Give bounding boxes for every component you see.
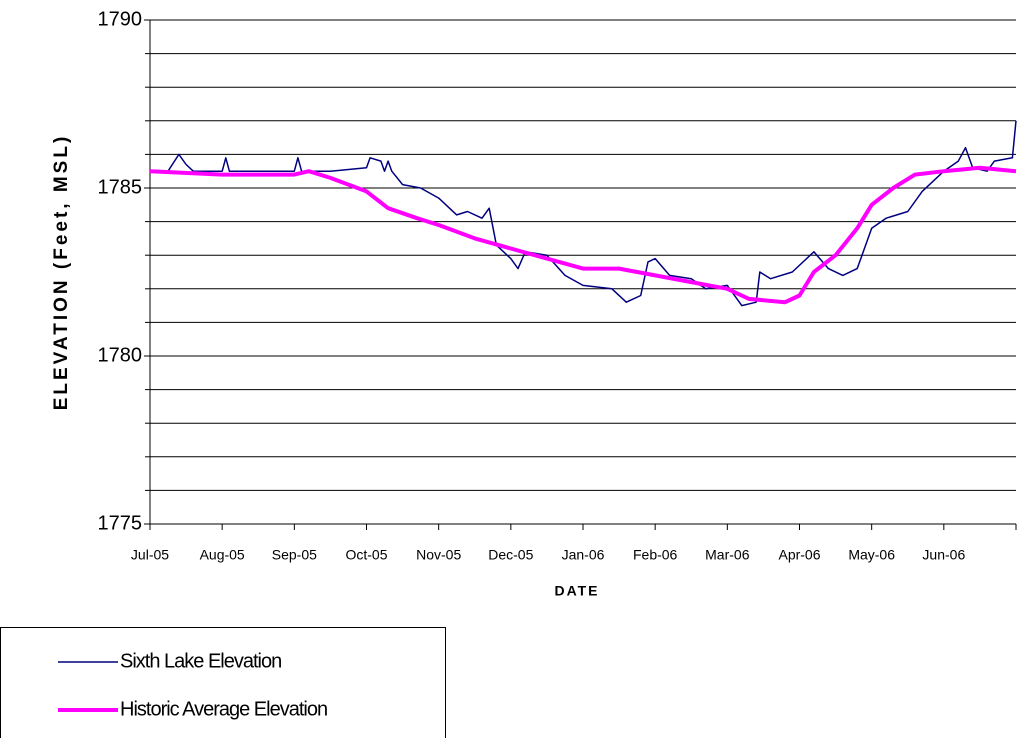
y-tick-label: 1780: [98, 344, 143, 366]
x-axis-title: DATE: [554, 583, 599, 599]
x-tick-label: May-06: [848, 547, 895, 563]
x-tick-label: Sep-05: [272, 547, 317, 563]
x-tick-label: Dec-05: [488, 547, 533, 563]
x-tick-label: Mar-06: [705, 547, 750, 563]
x-tick-label: Aug-05: [200, 547, 245, 563]
series-line: [149, 165, 1017, 305]
y-tick-label: 1785: [98, 176, 143, 198]
x-tick-label: Feb-06: [633, 547, 678, 563]
x-tick-label: Jul-05: [131, 547, 169, 563]
legend-label: Sixth Lake Elevation: [120, 650, 281, 672]
x-tick-label: Apr-06: [778, 547, 820, 563]
y-tick-label: 1790: [98, 8, 143, 30]
x-tick-label: Nov-05: [416, 547, 461, 563]
legend-label: Historic Average Elevation: [120, 698, 327, 720]
y-tick-label: 1775: [98, 512, 143, 534]
x-tick-label: Jun-06: [922, 547, 965, 563]
y-axis-title: ELEVATION (Feet, MSL): [51, 134, 72, 411]
series-line: [150, 120, 1017, 307]
x-tick-label: Oct-05: [345, 547, 387, 563]
legend-box: [0, 627, 446, 738]
x-tick-label: Jan-06: [562, 547, 605, 563]
